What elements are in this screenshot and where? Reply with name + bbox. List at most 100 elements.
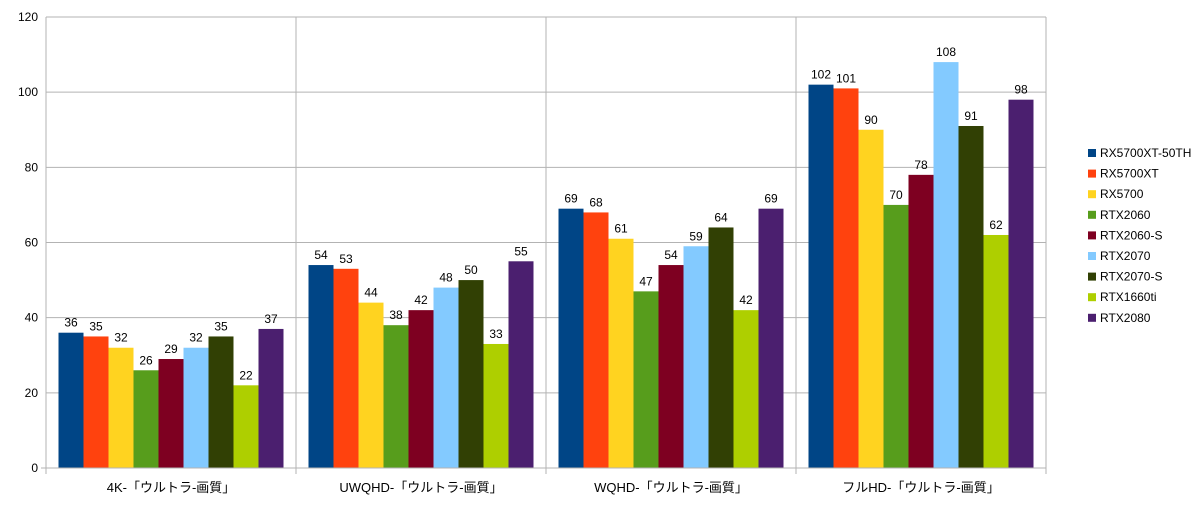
data-label: 101 — [836, 71, 856, 85]
legend-swatch — [1088, 190, 1096, 199]
bar — [233, 385, 259, 468]
data-label: 35 — [214, 319, 228, 333]
bar — [333, 268, 359, 468]
y-tick-label: 40 — [25, 311, 39, 325]
data-label: 78 — [914, 158, 928, 172]
bar — [308, 265, 334, 468]
data-label: 91 — [964, 109, 978, 123]
x-tick-label: WQHD-「ウルトラ-画質」 — [594, 480, 748, 495]
axes: 0 20 40 60 80 100 120 4K-「ウルトラ-画質」 UWQHD-「ウルトラ-画… — [18, 10, 1046, 495]
data-label: 33 — [489, 327, 503, 341]
data-label: 61 — [614, 222, 628, 236]
bar — [583, 212, 609, 468]
data-label: 42 — [739, 293, 753, 307]
data-label: 69 — [764, 192, 778, 206]
data-label: 70 — [889, 188, 903, 202]
data-label: 98 — [1014, 83, 1028, 97]
data-label: 36 — [64, 316, 78, 330]
bar — [508, 261, 534, 468]
bar — [658, 265, 684, 468]
data-label: 108 — [936, 45, 956, 59]
bars — [58, 62, 1034, 469]
bar — [208, 336, 234, 468]
bar — [608, 238, 634, 468]
bar — [83, 336, 109, 468]
legend-label: RTX2070-S — [1100, 270, 1162, 284]
bar — [458, 280, 484, 468]
bar — [758, 208, 784, 469]
data-labels: 36 35 32 26 29 32 35 22 37 54 53 44 38 42 48 50 33 55 69 68… — [64, 45, 1028, 382]
bar — [133, 370, 159, 468]
data-label: 42 — [414, 293, 428, 307]
legend-swatch — [1088, 313, 1096, 322]
legend-swatch — [1088, 252, 1096, 260]
x-tick-label: フルHD-「ウルトラ-画質」 — [842, 480, 999, 495]
bar — [108, 347, 134, 468]
data-label: 48 — [439, 271, 453, 285]
legend-swatch — [1088, 272, 1096, 281]
data-label: 29 — [164, 342, 178, 356]
legend-swatch — [1088, 231, 1096, 240]
y-tick-label: 0 — [31, 461, 38, 475]
y-tick-label: 100 — [18, 85, 38, 99]
bar — [158, 359, 184, 468]
bar — [908, 174, 934, 468]
data-label: 32 — [189, 331, 203, 345]
data-label: 62 — [989, 218, 1003, 232]
bar — [58, 332, 84, 468]
data-label: 44 — [364, 286, 378, 300]
bar — [258, 328, 284, 468]
bar — [633, 291, 659, 468]
data-label: 53 — [339, 252, 353, 266]
legend-label: RTX2080 — [1100, 311, 1151, 325]
bar — [958, 125, 984, 468]
legend-swatch — [1088, 169, 1096, 178]
bar — [383, 325, 409, 468]
data-label: 69 — [564, 192, 578, 206]
data-label: 54 — [664, 248, 678, 262]
y-tick-label: 80 — [25, 160, 39, 174]
bar — [983, 234, 1009, 468]
bar — [933, 62, 959, 468]
y-tick-label: 120 — [18, 10, 38, 24]
data-label: 102 — [811, 68, 831, 82]
data-label: 50 — [464, 263, 478, 277]
x-tick-label: UWQHD-「ウルトラ-画質」 — [339, 480, 502, 495]
legend-label: RTX2070 — [1100, 249, 1151, 263]
bar — [708, 227, 734, 468]
x-tick-label: 4K-「ウルトラ-画質」 — [107, 480, 236, 495]
data-label: 64 — [714, 210, 728, 224]
bar — [808, 84, 834, 469]
y-tick-label: 20 — [25, 386, 39, 400]
data-label: 68 — [589, 195, 603, 209]
bar — [558, 208, 584, 469]
bar — [183, 347, 209, 468]
bar — [358, 302, 384, 468]
data-label: 59 — [689, 229, 703, 243]
legend-label: RX5700XT-50TH — [1100, 146, 1191, 160]
legend-label: RTX1660ti — [1100, 290, 1156, 304]
bar — [833, 88, 859, 469]
data-label: 32 — [114, 331, 128, 345]
legend-label: RX5700XT — [1100, 167, 1159, 181]
data-label: 38 — [389, 308, 403, 322]
legend-swatch — [1088, 293, 1096, 302]
data-label: 37 — [264, 312, 278, 326]
legend-swatch — [1088, 149, 1096, 157]
data-label: 26 — [139, 353, 153, 367]
legend-swatch — [1088, 210, 1096, 219]
data-label: 55 — [514, 244, 528, 258]
data-label: 47 — [639, 274, 653, 288]
bar — [1008, 99, 1034, 468]
data-label: 35 — [89, 319, 103, 333]
bar — [858, 129, 884, 468]
legend: RX5700XT-50TH RX5700XT RX5700 RTX2060 RTX206… — [1088, 146, 1191, 325]
data-label: 54 — [314, 248, 328, 262]
data-label: 22 — [239, 368, 253, 382]
bar — [483, 343, 509, 468]
bar — [433, 287, 459, 468]
bar — [408, 310, 434, 468]
legend-label: RTX2060-S — [1100, 228, 1162, 242]
